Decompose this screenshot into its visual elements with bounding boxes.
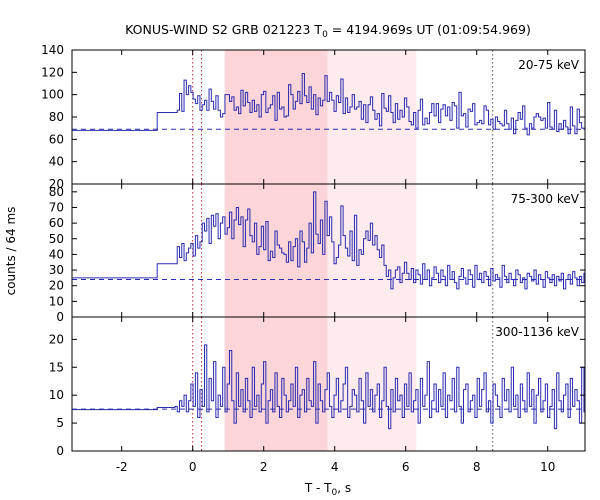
- chart-title: KONUS-WIND S2 GRB 021223 T0 = 4194.969s …: [125, 22, 531, 40]
- y-tick-label: 80: [49, 110, 64, 124]
- shaded-region-2: [327, 317, 417, 451]
- x-tick-label: 6: [402, 460, 410, 474]
- y-tick-label: 20: [49, 279, 64, 293]
- light-curve-series: [72, 191, 585, 290]
- y-tick-label: 15: [49, 360, 64, 374]
- x-tick-label: -2: [116, 460, 128, 474]
- energy-band-label: 300-1136 keV: [495, 325, 579, 339]
- shaded-region-1: [224, 50, 328, 184]
- shaded-region-2: [327, 50, 417, 184]
- y-tick-label: 0: [56, 310, 64, 324]
- x-tick-label: 8: [473, 460, 481, 474]
- y-tick-label: 40: [49, 155, 64, 169]
- energy-band-label: 20-75 keV: [518, 58, 580, 72]
- shaded-region-1: [224, 317, 328, 451]
- y-tick-label: 0: [56, 444, 64, 458]
- x-tick-label: 10: [540, 460, 555, 474]
- y-axis-label: counts / 64 ms: [4, 207, 18, 296]
- y-tick-label: 60: [49, 132, 64, 146]
- y-tick-label: 40: [49, 247, 64, 261]
- light-curve-series: [72, 344, 585, 430]
- x-tick-label: 0: [189, 460, 197, 474]
- energy-band-label: 75-300 keV: [511, 192, 580, 206]
- y-tick-label: 30: [49, 263, 64, 277]
- shaded-region-2: [327, 184, 417, 317]
- y-tick-label: 60: [49, 216, 64, 230]
- y-tick-label: 50: [49, 232, 64, 246]
- x-axis-label: T - T0, s: [304, 481, 351, 498]
- y-tick-label: 20: [49, 177, 64, 191]
- y-tick-label: 140: [41, 43, 64, 57]
- y-tick-label: 70: [49, 200, 64, 214]
- shaded-region-1: [224, 184, 328, 317]
- x-tick-label: 4: [331, 460, 339, 474]
- y-tick-label: 120: [41, 65, 64, 79]
- panel-3: 0 5 10 15 20 300-1136 keV: [49, 316, 586, 458]
- panel-frame: [71, 316, 586, 452]
- light-curve-series: [72, 72, 585, 136]
- x-tick-label: 2: [260, 460, 268, 474]
- y-tick-label: 10: [49, 388, 64, 402]
- panel-1: 20 40 60 80 100 120 140 20-75 keV: [41, 43, 586, 191]
- y-tick-label: 5: [56, 416, 64, 430]
- y-tick-label: 100: [41, 88, 64, 102]
- y-tick-label: 80: [49, 185, 64, 199]
- y-tick-label: 20: [49, 332, 64, 346]
- y-tick-label: 10: [49, 294, 64, 308]
